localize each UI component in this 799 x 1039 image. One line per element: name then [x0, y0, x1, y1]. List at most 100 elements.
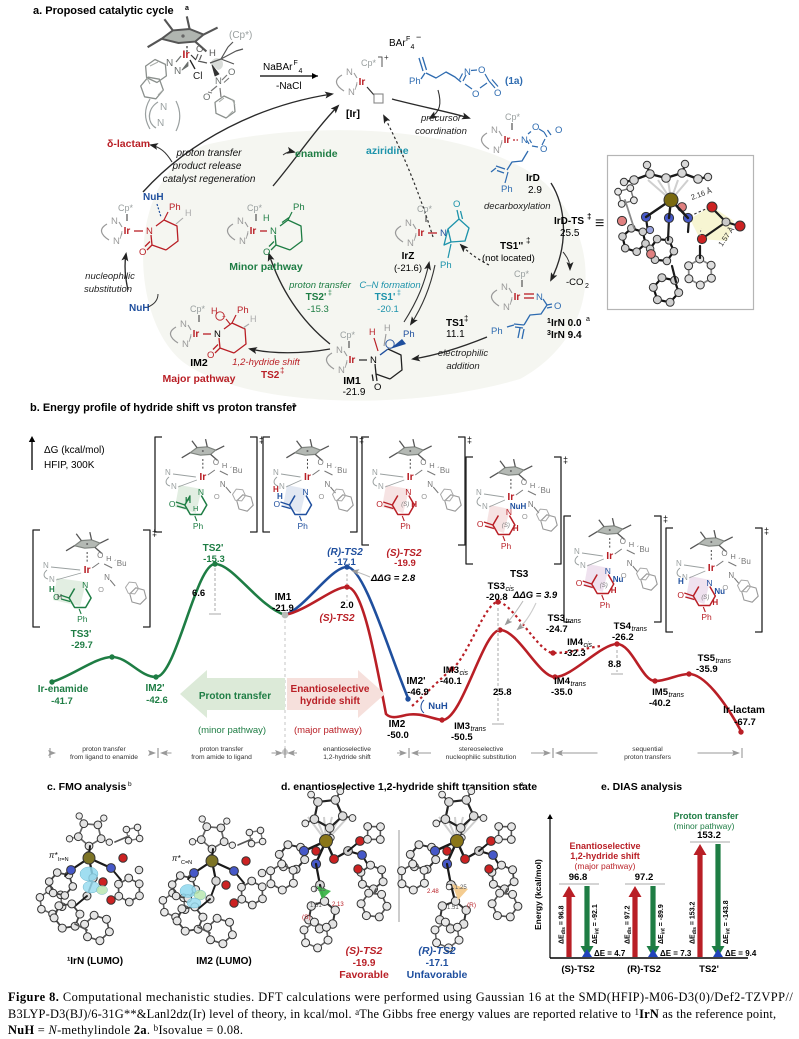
svg-text:O: O	[677, 590, 684, 600]
svg-text:ΔE = 9.4: ΔE = 9.4	[725, 949, 757, 958]
svg-text:-29.7: -29.7	[71, 640, 93, 651]
svg-text:TS2': TS2'	[203, 543, 224, 554]
svg-text:Ph: Ph	[77, 614, 88, 624]
svg-text:ΔEdis = 153.2: ΔEdis = 153.2	[690, 901, 699, 944]
svg-text:(S)-TS2: (S)-TS2	[346, 945, 383, 957]
svg-text:N: N	[605, 566, 611, 576]
svg-text:-20.1: -20.1	[377, 304, 399, 315]
svg-text:a. Proposed catalytic cycle: a. Proposed catalytic cycle	[33, 5, 174, 17]
svg-text:+: +	[222, 314, 226, 321]
svg-text:N: N	[180, 319, 187, 330]
svg-text:N: N	[113, 236, 120, 247]
svg-text:IM1: IM1	[275, 592, 292, 603]
svg-text:(R)-TS2: (R)-TS2	[327, 547, 363, 558]
svg-text:Minor pathway: Minor pathway	[229, 261, 303, 273]
svg-text:(Cp*): (Cp*)	[229, 30, 252, 41]
svg-text:ΔEdis = 96.8: ΔEdis = 96.8	[559, 905, 568, 944]
svg-text:N: N	[111, 216, 118, 227]
svg-text:≡: ≡	[595, 215, 604, 232]
svg-text:Ir: Ir	[304, 471, 311, 483]
svg-text:-40.1: -40.1	[440, 676, 462, 687]
svg-text:Ph: Ph	[501, 541, 512, 551]
svg-text:a: a	[586, 316, 590, 323]
svg-text:N: N	[503, 302, 510, 313]
svg-text:from ligand to enamide: from ligand to enamide	[70, 754, 138, 761]
svg-text:N: N	[427, 480, 433, 489]
svg-text:N: N	[336, 345, 343, 356]
svg-text:N: N	[370, 355, 377, 366]
svg-text:1.51: 1.51	[310, 903, 322, 909]
svg-text:aziridine: aziridine	[366, 145, 409, 157]
svg-text:TS2: TS2	[261, 370, 280, 381]
svg-text:‡: ‡	[397, 290, 401, 297]
svg-text:Energy (kcal/mol): Energy (kcal/mol)	[533, 859, 543, 930]
svg-text:NuH: NuH	[143, 192, 164, 203]
svg-text:2.0: 2.0	[340, 600, 353, 611]
svg-text:F: F	[294, 60, 298, 67]
svg-text:Ir-lactam: Ir-lactam	[723, 705, 765, 716]
svg-text:N: N	[440, 228, 447, 239]
svg-text:N: N	[405, 218, 412, 229]
svg-text:IM2: IM2	[389, 719, 406, 730]
svg-text:ΔE = 4.7: ΔE = 4.7	[594, 949, 626, 958]
svg-text:Ir: Ir	[182, 49, 190, 61]
svg-text:H: H	[730, 552, 735, 561]
svg-text:N: N	[146, 226, 153, 237]
svg-text:O: O	[420, 458, 426, 467]
svg-text:π*: π*	[172, 854, 181, 863]
svg-text:O: O	[576, 578, 583, 588]
svg-text:‡: ‡	[280, 366, 284, 375]
svg-text:HFIP, 300K: HFIP, 300K	[44, 460, 95, 471]
svg-text:‡: ‡	[563, 455, 568, 465]
svg-text:TS1': TS1'	[375, 292, 396, 303]
svg-text:-17.1: -17.1	[334, 557, 356, 568]
svg-text:TS2': TS2'	[306, 292, 327, 303]
svg-text:Enantioselective: Enantioselective	[569, 841, 640, 851]
svg-text:ΔΔG = 2.8: ΔΔG = 2.8	[370, 573, 416, 584]
svg-text:N: N	[270, 226, 277, 237]
svg-text:F: F	[406, 36, 410, 43]
svg-text:NuH: NuH	[428, 701, 448, 712]
svg-text:N: N	[239, 236, 246, 247]
svg-text:N: N	[676, 559, 682, 568]
svg-text:−: −	[416, 32, 421, 42]
svg-text:Cl: Cl	[193, 71, 202, 82]
svg-text:H: H	[513, 524, 519, 533]
svg-text:-42.6: -42.6	[146, 695, 168, 706]
svg-text:TS1: TS1	[446, 318, 465, 329]
svg-text:N: N	[407, 238, 414, 249]
svg-text:O: O	[213, 458, 219, 467]
svg-text:N: N	[174, 66, 181, 77]
svg-text:N: N	[476, 488, 482, 497]
svg-text:H: H	[629, 540, 634, 549]
svg-text:(S)-TS2: (S)-TS2	[561, 964, 594, 975]
svg-text:1,2-hydride shift: 1,2-hydride shift	[323, 754, 371, 761]
svg-text:Proton transfer: Proton transfer	[673, 811, 739, 821]
svg-text:Ph: Ph	[193, 521, 204, 531]
svg-text:-24.7: -24.7	[546, 624, 568, 635]
svg-text:N: N	[627, 559, 633, 568]
svg-text:O: O	[477, 519, 484, 529]
svg-text:catalyst regeneration: catalyst regeneration	[163, 174, 256, 185]
svg-text:ΔEdis = 97.2: ΔEdis = 97.2	[625, 905, 634, 944]
svg-text:N: N	[273, 468, 279, 477]
svg-text:c. FMO analysis: c. FMO analysis	[47, 781, 127, 793]
svg-text:substitution: substitution	[84, 284, 132, 295]
svg-text:N: N	[104, 573, 110, 582]
svg-text:N: N	[215, 76, 222, 87]
svg-text:NaBAr: NaBAr	[263, 62, 293, 73]
svg-text:H: H	[250, 314, 257, 324]
svg-text:IM3: IM3	[443, 665, 459, 676]
svg-text:H: H	[273, 485, 279, 494]
svg-text:O: O	[472, 89, 479, 100]
svg-text:C=N: C=N	[181, 860, 192, 866]
svg-text:TS1'': TS1''	[500, 241, 523, 252]
svg-text:Ir: Ir	[507, 491, 514, 503]
svg-text:a: a	[185, 5, 189, 12]
svg-text:proton transfer: proton transfer	[175, 148, 242, 159]
svg-text:3: 3	[547, 330, 551, 337]
svg-text:‡: ‡	[152, 528, 157, 538]
svg-text:IrZ: IrZ	[402, 251, 415, 262]
svg-text:product release: product release	[172, 161, 242, 172]
svg-text:Major pathway: Major pathway	[163, 373, 236, 385]
